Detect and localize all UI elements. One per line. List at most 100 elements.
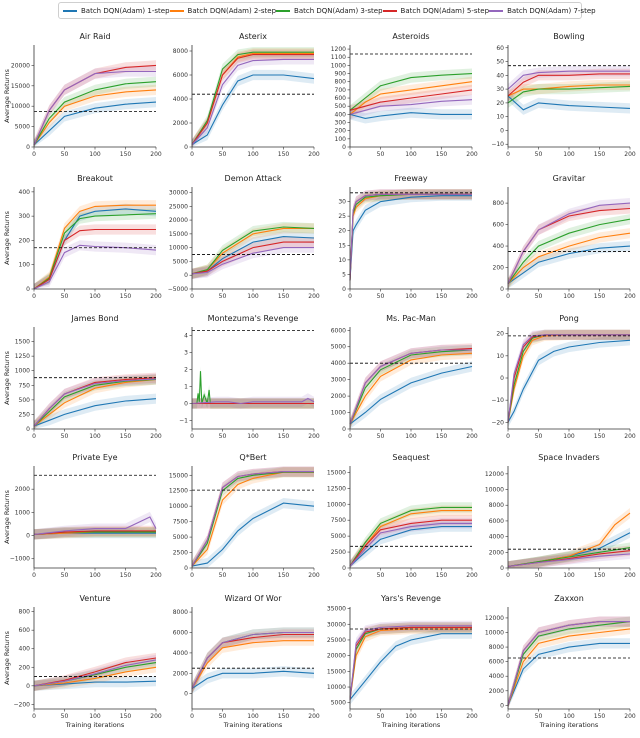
legend-swatch <box>63 9 77 12</box>
y-tick-label: 10000 <box>327 684 346 691</box>
series-band <box>192 242 314 279</box>
y-axis-label: Average Returns <box>3 69 11 123</box>
series-line <box>349 99 473 115</box>
y-tick-label: 2 <box>184 367 188 374</box>
series-band <box>192 498 314 568</box>
y-tick-label: 20 <box>338 228 346 235</box>
y-tick-label: 35000 <box>327 606 346 613</box>
series-line <box>191 247 314 275</box>
series-line <box>33 378 157 427</box>
x-tick-label: 0 <box>32 151 36 158</box>
x-tick-label: 150 <box>278 433 290 440</box>
y-tick-label: 20 <box>496 331 504 338</box>
legend-entry-3step: Batch DQN(Adam) 3-step <box>276 7 383 15</box>
subplot-title: Bowling <box>553 32 585 41</box>
y-tick-label: 800 <box>493 200 505 207</box>
y-tick-label: 4000 <box>489 534 504 541</box>
series-line <box>33 101 157 146</box>
y-tick-label: 0 <box>342 565 346 572</box>
x-tick-label: 50 <box>61 713 69 720</box>
subplot: Montezuma's Revenge −1 0 1 2 3 4 0 50 100 150 200 <box>179 314 320 440</box>
y-tick-label: 5000 <box>15 124 30 131</box>
series-band <box>192 627 314 694</box>
series-band <box>508 616 630 709</box>
x-tick-label: 100 <box>247 713 259 720</box>
series-line <box>507 84 630 97</box>
y-tick-label: 600 <box>493 222 505 229</box>
x-tick-label: 150 <box>436 293 448 300</box>
series-line <box>33 530 156 535</box>
series-band <box>350 190 472 286</box>
subplot: Asterix 0 2000 4000 6000 8000 0 50 100 150 200 <box>173 32 320 158</box>
x-tick-label: 50 <box>377 293 385 300</box>
y-tick-label: −10 <box>491 141 504 148</box>
x-tick-label: 0 <box>506 433 510 440</box>
x-tick-label: 0 <box>348 713 352 720</box>
y-tick-label: 800 <box>335 79 347 86</box>
y-tick-label: 25000 <box>169 203 188 210</box>
x-tick-label: 0 <box>506 572 510 579</box>
y-tick-label: 0 <box>500 127 504 134</box>
y-tick-label: 1500 <box>15 339 30 346</box>
series-line <box>33 398 157 427</box>
x-tick-label: 50 <box>377 151 385 158</box>
y-tick-label: 600 <box>335 95 347 102</box>
y-tick-label: 30 <box>338 199 346 206</box>
y-tick-label: 1000 <box>331 62 346 69</box>
x-tick-label: 150 <box>278 151 290 158</box>
x-tick-label: 100 <box>247 433 259 440</box>
series-line <box>33 666 157 687</box>
subplot-title: Seaquest <box>392 453 429 462</box>
series-band <box>192 49 314 147</box>
y-tick-label: 0 <box>500 702 504 709</box>
y-tick-label: 0 <box>26 426 30 433</box>
series-line <box>349 193 472 281</box>
y-tick-label: 6000 <box>489 659 504 666</box>
y-tick-label: 5000 <box>331 533 346 540</box>
y-tick-label: 250 <box>19 411 31 418</box>
subplot-title: Asterix <box>239 32 267 41</box>
x-tick-label: 150 <box>436 151 448 158</box>
series-line <box>507 73 630 97</box>
series-band <box>508 616 630 709</box>
x-tick-label: 200 <box>308 151 320 158</box>
series-band <box>34 76 156 147</box>
series-band <box>508 329 630 428</box>
subplot: Demon Attack−500005000100001500020000250… <box>168 174 320 300</box>
x-tick-label: 150 <box>120 572 132 579</box>
y-tick-label: 15000 <box>11 83 30 90</box>
series-line <box>33 659 157 687</box>
x-tick-label: 50 <box>535 151 543 158</box>
series-band <box>350 189 472 286</box>
x-tick-label: 150 <box>436 572 448 579</box>
x-tick-label: 200 <box>150 293 162 300</box>
series-band <box>350 348 472 429</box>
legend-swatch <box>382 9 397 12</box>
y-tick-label: 200 <box>19 664 31 671</box>
x-tick-label: 200 <box>466 713 478 720</box>
y-tick-label: 5000 <box>173 258 188 265</box>
subplot-title: Gravitar <box>553 174 586 183</box>
subplot-title: Ms. Pac-Man <box>386 314 436 323</box>
series-band <box>192 237 314 279</box>
subplot-title: Yars's Revenge <box>380 594 441 603</box>
series-band <box>350 343 472 429</box>
x-tick-label: 0 <box>348 151 352 158</box>
x-tick-label: 0 <box>32 713 36 720</box>
y-tick-label: 4 <box>184 333 188 340</box>
y-tick-label: 12000 <box>485 471 504 478</box>
x-tick-label: 0 <box>506 293 510 300</box>
series-line <box>33 657 157 687</box>
series-band <box>192 666 314 694</box>
y-tick-label: 20000 <box>169 217 188 224</box>
y-tick-label: 1000 <box>15 509 30 516</box>
series-line <box>507 334 630 423</box>
series-band <box>508 335 630 428</box>
y-tick-label: 12000 <box>485 615 504 622</box>
subplot-title: Q*Bert <box>239 453 266 462</box>
x-tick-label: 200 <box>624 151 636 158</box>
x-tick-label: 150 <box>594 713 606 720</box>
x-tick-label: 100 <box>405 433 417 440</box>
